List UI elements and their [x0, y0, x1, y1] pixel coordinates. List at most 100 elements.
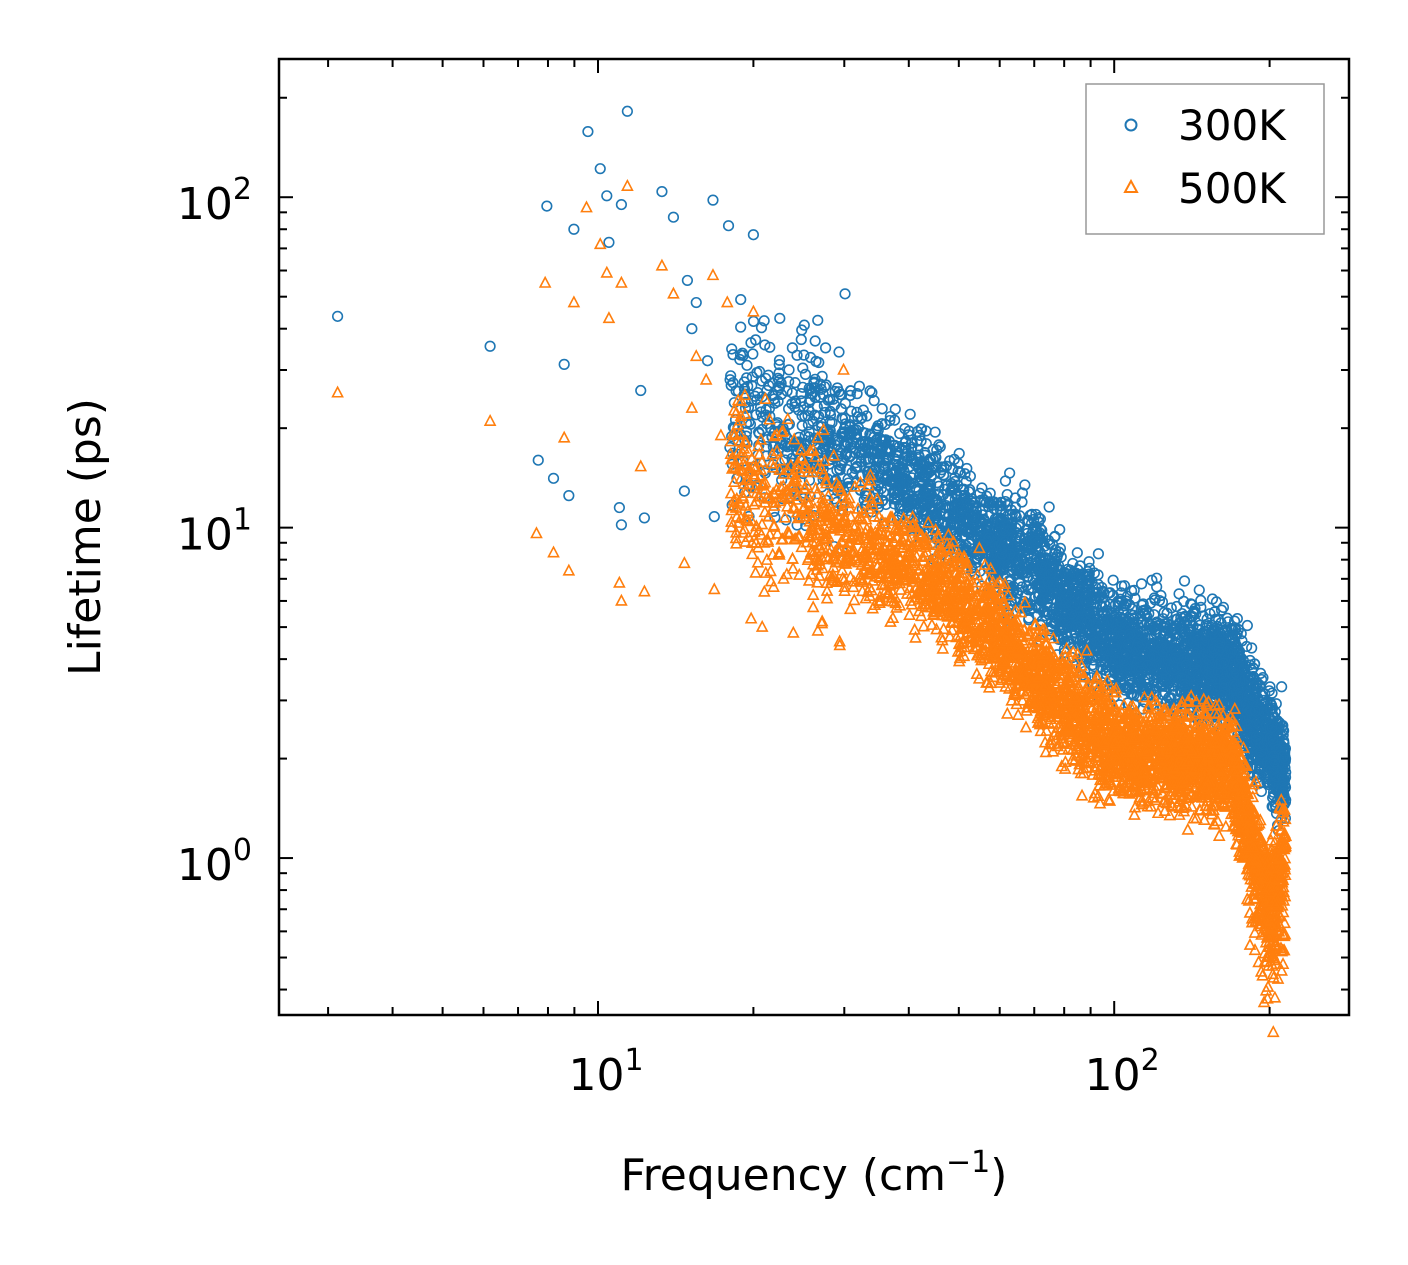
- point-300k: [996, 543, 1008, 556]
- point-300k: [929, 450, 941, 463]
- point-300k: [931, 477, 943, 489]
- point-300k: [923, 484, 935, 496]
- point-300k: [1231, 612, 1243, 625]
- point-300k: [1054, 524, 1066, 536]
- point-300k: [905, 437, 917, 449]
- point-300k: [940, 499, 952, 512]
- point-300k: [568, 223, 580, 235]
- points-layer: [331, 105, 1293, 1038]
- point-300k: [1114, 593, 1126, 605]
- point-300k: [1043, 501, 1055, 513]
- point-300k: [851, 388, 863, 400]
- point-300k: [864, 385, 876, 397]
- point-300k: [797, 362, 809, 374]
- point-300k: [844, 389, 856, 401]
- point-300k: [799, 410, 811, 422]
- point-500k: [781, 412, 795, 425]
- point-300k: [1083, 556, 1095, 568]
- point-300k: [681, 274, 694, 287]
- point-300k: [1091, 644, 1103, 656]
- point-300k: [1137, 658, 1149, 670]
- point-300k: [774, 312, 786, 324]
- point-300k: [849, 462, 861, 475]
- point-300k: [889, 403, 901, 415]
- point-300k: [728, 397, 740, 409]
- point-300k: [799, 430, 811, 442]
- point-500k: [483, 413, 497, 426]
- point-500k: [557, 430, 571, 443]
- point-500k: [714, 428, 728, 441]
- point-500k: [745, 547, 759, 560]
- point-300k: [879, 418, 891, 430]
- point-300k: [1189, 630, 1201, 643]
- point-300k: [824, 425, 836, 437]
- point-500k: [749, 565, 762, 578]
- point-300k: [1241, 619, 1253, 632]
- point-300k: [332, 310, 344, 322]
- point-300k: [1079, 594, 1092, 607]
- point-300k: [781, 447, 794, 459]
- point-300k: [775, 377, 787, 389]
- point-500k: [562, 563, 576, 576]
- point-300k: [1207, 624, 1219, 636]
- point-300k: [870, 483, 882, 495]
- point-300k: [1114, 612, 1126, 624]
- point-500k: [689, 349, 703, 362]
- point-300k: [1121, 590, 1133, 602]
- point-300k: [1148, 609, 1160, 621]
- point-300k: [808, 376, 820, 388]
- point-300k: [839, 397, 851, 410]
- point-300k: [1002, 520, 1014, 533]
- point-300k: [836, 457, 848, 469]
- point-300k: [791, 349, 803, 361]
- point-300k: [1046, 615, 1058, 628]
- point-500k: [903, 607, 916, 620]
- point-300k: [745, 337, 757, 349]
- point-300k: [789, 377, 801, 389]
- point-300k: [1019, 479, 1031, 491]
- point-300k: [753, 365, 766, 378]
- point-300k: [1001, 499, 1013, 512]
- point-300k: [872, 453, 884, 465]
- point-300k: [1150, 628, 1162, 640]
- point-300k: [959, 468, 971, 480]
- point-300k: [912, 443, 924, 455]
- point-300k: [1179, 678, 1191, 690]
- point-300k: [939, 483, 951, 496]
- point-300k: [1087, 606, 1099, 618]
- point-300k: [827, 393, 839, 405]
- point-500k: [837, 362, 850, 375]
- point-300k: [1137, 635, 1149, 647]
- point-300k: [1023, 614, 1035, 626]
- point-500k: [720, 295, 734, 308]
- point-300k: [727, 377, 739, 389]
- point-300k: [783, 364, 795, 376]
- point-300k: [812, 314, 824, 326]
- point-300k: [809, 335, 821, 347]
- point-300k: [1071, 547, 1083, 559]
- point-300k: [917, 459, 929, 471]
- point-300k: [1175, 611, 1187, 624]
- point-300k: [1203, 654, 1215, 666]
- point-300k: [955, 514, 967, 526]
- point-300k: [963, 527, 976, 539]
- point-300k: [936, 464, 948, 476]
- point-300k: [820, 379, 832, 391]
- point-300k: [1151, 572, 1163, 584]
- point-300k: [1001, 488, 1013, 501]
- point-300k: [864, 446, 877, 459]
- point-500k: [847, 593, 861, 606]
- point-300k: [954, 467, 966, 479]
- point-300k: [934, 441, 946, 453]
- point-300k: [973, 549, 985, 562]
- point-300k: [844, 450, 856, 462]
- point-300k: [933, 439, 945, 451]
- point-300k: [922, 488, 934, 500]
- point-300k: [1019, 541, 1032, 553]
- point-300k: [638, 512, 651, 524]
- point-300k: [1042, 534, 1055, 547]
- point-300k: [1120, 648, 1132, 661]
- point-300k: [876, 441, 888, 454]
- point-300k: [1195, 594, 1207, 607]
